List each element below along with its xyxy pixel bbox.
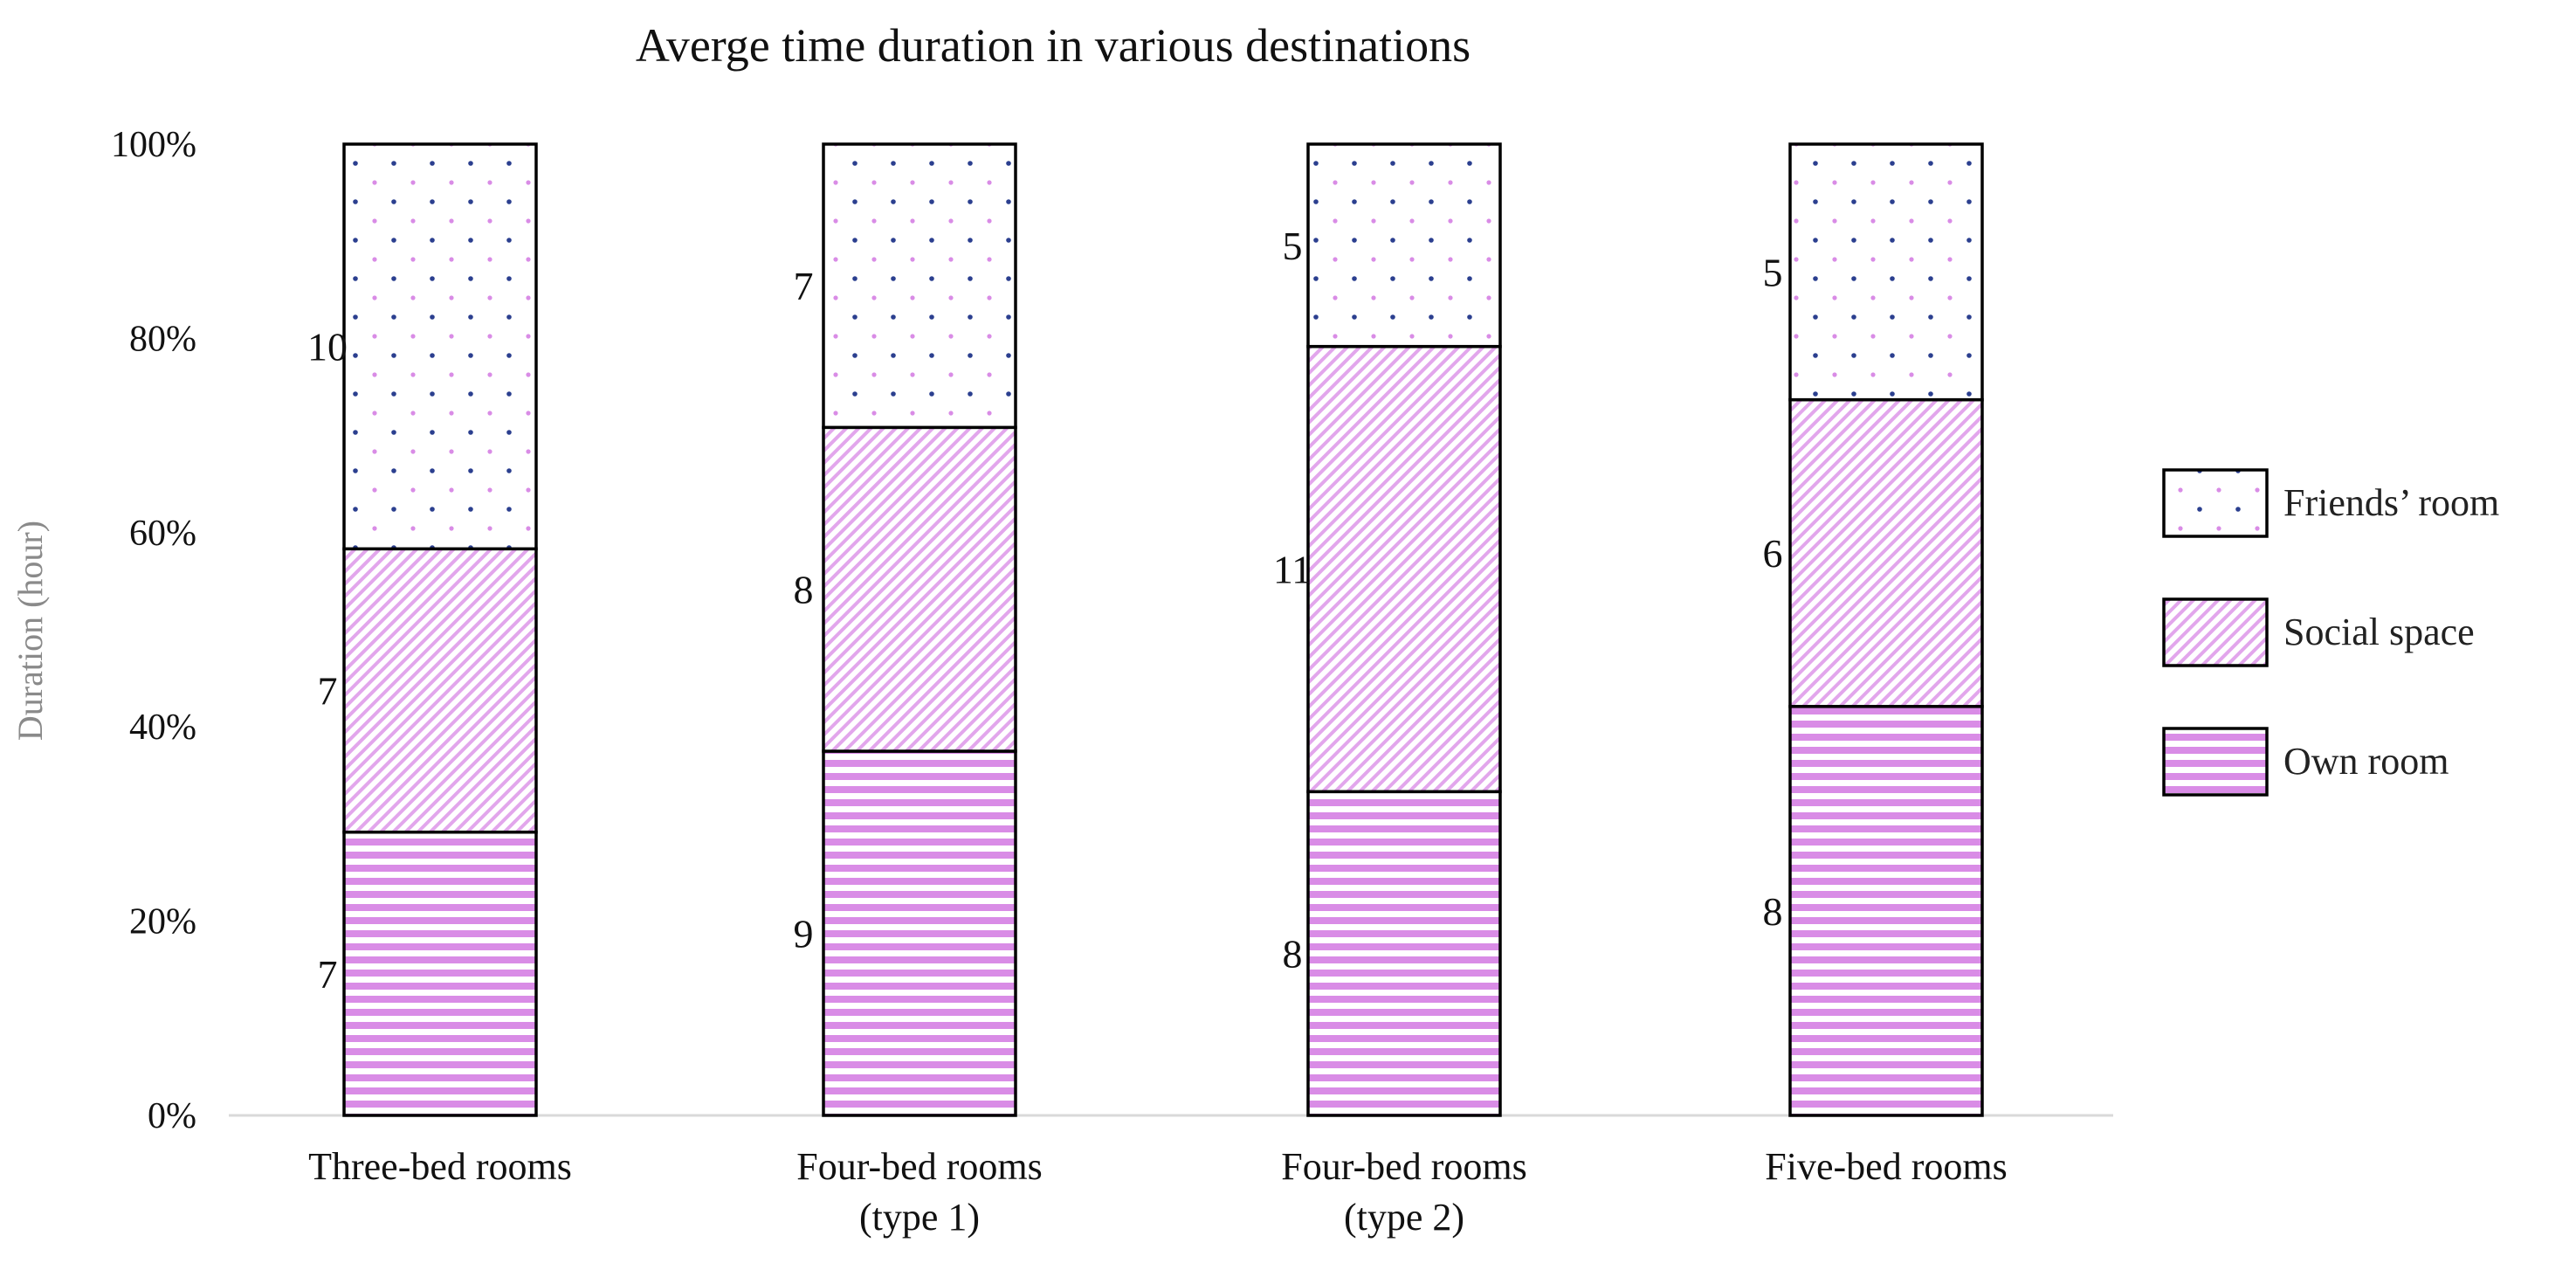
bar-stack-four-bed-rooms-type-2: 8 11 5 <box>1273 142 1502 1117</box>
legend-label: Own room <box>2283 740 2449 783</box>
y-axis-ticks: 0% 20% 40% 60% 80% 100% <box>111 125 196 1136</box>
y-tick-label: 0% <box>148 1096 196 1136</box>
x-category-label: Three-bed rooms <box>308 1145 572 1188</box>
y-tick-label: 100% <box>111 125 196 165</box>
data-label-friends-room: 10 <box>307 325 348 369</box>
data-label-own-room: 8 <box>1763 889 1783 934</box>
x-category-label: Four-bed rooms (type 2) <box>1281 1145 1526 1239</box>
bar-segment-social-space <box>1306 344 1502 794</box>
legend-swatch <box>2162 727 2269 797</box>
data-label-friends-room: 5 <box>1763 250 1783 294</box>
legend-item-own-room: Own room <box>2162 727 2449 797</box>
x-category-label: Four-bed rooms (type 1) <box>796 1145 1042 1239</box>
legend-swatch <box>2162 597 2269 667</box>
bar-stack-five-bed-rooms: 8 6 5 <box>1763 142 1984 1117</box>
legend-swatch <box>2162 468 2269 538</box>
data-label-social-space: 8 <box>794 568 814 612</box>
y-tick-label: 20% <box>129 902 196 942</box>
bar-segment-own-room <box>1788 705 1984 1117</box>
legend-label: Social space <box>2283 611 2475 653</box>
bars: 7 7 10 9 8 7 8 11 5 8 6 5 <box>307 142 1984 1117</box>
chart-title: Averge time duration in various destinat… <box>636 19 1471 72</box>
bar-segment-social-space <box>822 425 1017 753</box>
bar-stack-four-bed-rooms-type-1: 9 8 7 <box>794 142 1017 1117</box>
bar-segment-social-space <box>342 547 538 834</box>
y-tick-label: 80% <box>129 319 196 359</box>
x-axis-categories: Three-bed rooms Four-bed rooms (type 1) Fou… <box>308 1145 2008 1239</box>
bar-segment-friends-room <box>342 142 538 551</box>
bar-segment-friends-room <box>822 142 1017 430</box>
data-label-own-room: 9 <box>794 912 814 956</box>
legend: Friends’ room Social space Own room <box>2162 468 2499 797</box>
data-label-social-space: 6 <box>1763 531 1783 576</box>
bar-segment-own-room <box>1306 790 1502 1117</box>
y-axis-label: Duration (hour) <box>10 521 50 741</box>
legend-item-social-space: Social space <box>2162 597 2475 667</box>
data-label-friends-room: 7 <box>794 264 814 308</box>
data-label-social-space: 11 <box>1273 548 1312 592</box>
bar-segment-friends-room <box>1306 142 1502 349</box>
data-label-friends-room: 5 <box>1283 224 1303 268</box>
data-label-own-room: 8 <box>1283 932 1303 977</box>
legend-label: Friends’ room <box>2283 481 2499 524</box>
y-tick-label: 40% <box>129 708 196 748</box>
bar-segment-own-room <box>342 830 538 1117</box>
y-tick-label: 60% <box>129 514 196 554</box>
bar-segment-own-room <box>822 749 1017 1117</box>
bar-segment-friends-room <box>1788 142 1984 402</box>
bar-segment-social-space <box>1788 397 1984 708</box>
data-label-social-space: 7 <box>318 669 338 714</box>
legend-item-friends-room: Friends’ room <box>2162 468 2499 538</box>
bar-stack-three-bed-rooms: 7 7 10 <box>307 142 538 1117</box>
data-label-own-room: 7 <box>318 952 338 997</box>
x-category-label: Five-bed rooms <box>1765 1145 2007 1188</box>
